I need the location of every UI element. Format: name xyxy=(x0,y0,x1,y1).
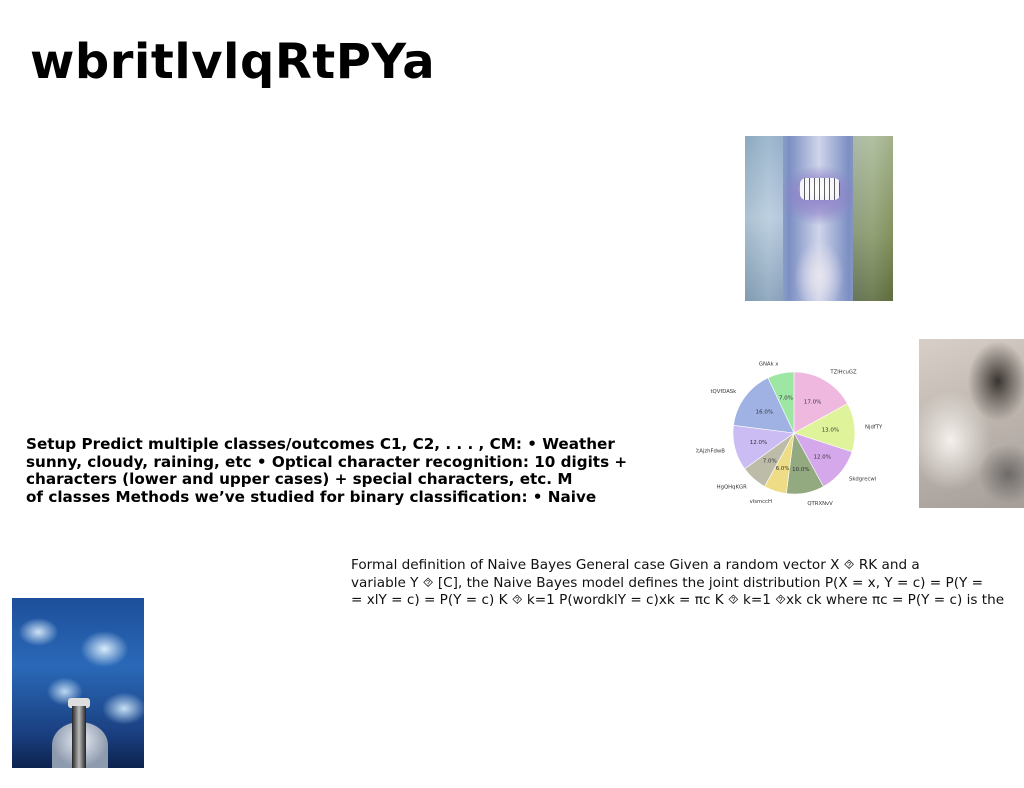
setup-paragraph: Setup Predict multiple classes/outcomes … xyxy=(26,435,666,506)
tattooed-hand-left xyxy=(745,136,783,301)
blue-clouds-image xyxy=(12,598,144,768)
definition-line: = xlY = c) = P(Y = c) K ⯑ k=1 P(wordklY … xyxy=(351,592,1005,608)
definition-line: variable Y ⯑ [C], the Naive Bayes model … xyxy=(351,574,984,591)
pie-category-label: QTRXNvV xyxy=(807,501,833,507)
pie-value-label: 13.0% xyxy=(822,428,839,434)
pie-value-label: 6.0% xyxy=(776,466,790,472)
definition-line: Formal definition of Naive Bayes General… xyxy=(351,557,920,573)
naive-bayes-definition: Formal definition of Naive Bayes General… xyxy=(351,557,1016,610)
pie-value-label: 10.0% xyxy=(792,467,809,473)
lighthouse-tower xyxy=(72,706,86,768)
pie-category-label: vlsmccH xyxy=(750,499,772,505)
setup-line: of classes Methods we’ve studied for bin… xyxy=(26,487,597,506)
pie-value-label: 12.0% xyxy=(813,454,830,460)
tattooed-hand-right xyxy=(853,136,893,301)
pie-value-label: 7.0% xyxy=(763,458,777,464)
pie-chart: 17.0% TZlHcuGZ 13.0% NjdfTY 12.0% Skdgrecwl 10… xyxy=(696,340,896,530)
pie-value-label: 16.0% xyxy=(756,409,773,415)
pie-slice-tQVfDASk xyxy=(733,377,795,434)
slide-title: wbritlvlqRtPYa xyxy=(30,34,436,90)
pie-slice-GNAk x xyxy=(767,371,795,434)
pie-chart-svg: 17.0% TZlHcuGZ 13.0% NjdfTY 12.0% Skdgrecwl 10… xyxy=(696,361,883,507)
smoke-image xyxy=(919,339,1024,508)
pie-category-label: GNAk x xyxy=(759,361,779,367)
grill-portrait-image xyxy=(745,136,893,301)
grill-teeth xyxy=(800,178,840,200)
setup-line: Setup Predict multiple classes/outcomes … xyxy=(26,435,615,453)
tower-top xyxy=(68,698,90,708)
pie-category-label: NjdfTY xyxy=(865,424,883,430)
pie-value-label: 7.0% xyxy=(779,395,793,401)
setup-line: sunny, cloudy, raining, etc • Optical ch… xyxy=(26,452,628,471)
pie-category-label: KtAjzhFdwB xyxy=(696,449,725,455)
pie-category-label: TZlHcuGZ xyxy=(829,370,857,376)
setup-line: characters (lower and upper cases) + spe… xyxy=(26,470,573,488)
pie-value-label: 12.0% xyxy=(750,440,767,446)
pie-category-label: tQVfDASk xyxy=(710,389,737,395)
pie-category-label: Skdgrecwl xyxy=(849,476,876,482)
pie-value-label: 17.0% xyxy=(804,399,821,405)
pie-slice-TZlHcuGZ xyxy=(793,371,848,434)
pie-category-label: HgQHqKGR xyxy=(717,485,747,491)
